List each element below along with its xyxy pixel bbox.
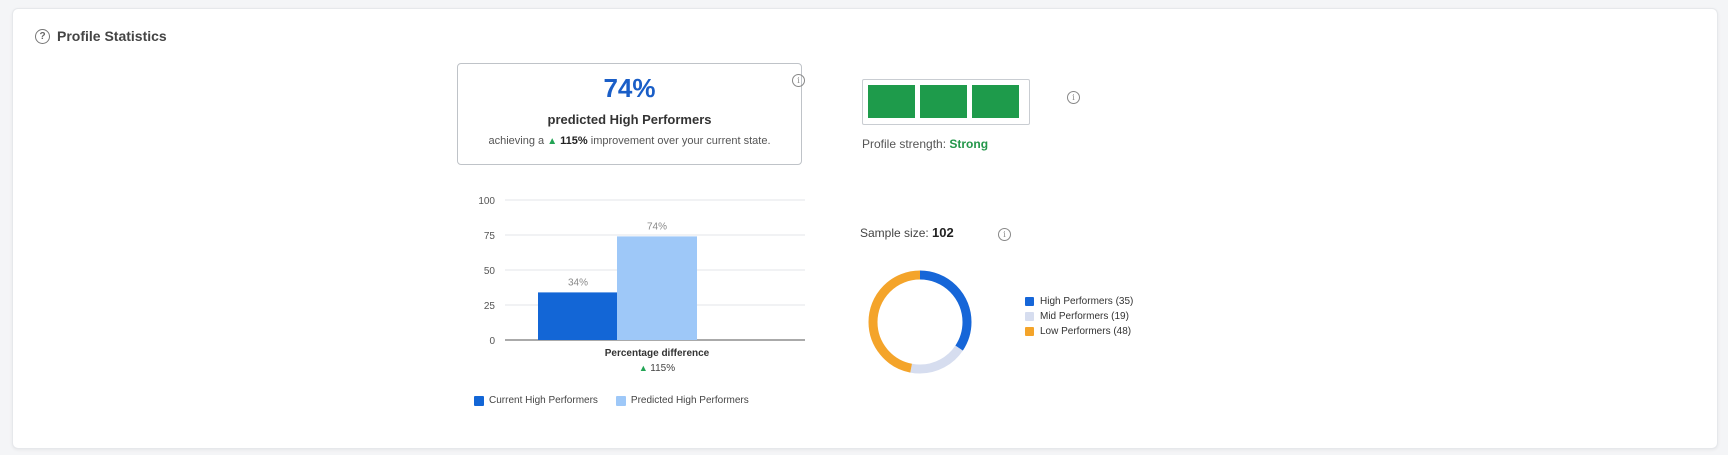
percentage-difference-label: Percentage difference	[605, 348, 710, 359]
improvement-suffix: improvement over your current state.	[590, 135, 771, 147]
donut-slice-low	[868, 270, 972, 374]
donut-label-high: High Performers (35)	[1040, 296, 1134, 307]
legend-swatch-current	[474, 395, 484, 406]
strength-segment-1	[868, 85, 915, 118]
predicted-label: predicted High Performers	[547, 112, 712, 127]
donut-swatch-mid	[1025, 312, 1034, 321]
sample-size: Sample size: 102	[860, 225, 954, 240]
y-tick-label-25: 25	[484, 301, 496, 312]
help-icon[interactable]: ?	[35, 28, 50, 44]
y-tick-label-100: 100	[478, 196, 495, 207]
bar-predicted	[617, 236, 697, 340]
strength-segment-2	[920, 85, 967, 118]
donut-legend-mid: Mid Performers (19)	[1025, 309, 1133, 324]
donut-swatch-high	[1025, 297, 1034, 306]
prediction-info-icon[interactable]: i	[792, 74, 805, 87]
legend-swatch-predicted	[615, 395, 626, 406]
predicted-percent: 74%	[603, 73, 656, 103]
card-title: Profile Statistics	[57, 28, 167, 44]
profile-strength-meter	[862, 79, 1030, 125]
donut-slice-mid	[868, 270, 972, 374]
up-arrow-icon: ▲	[639, 363, 650, 373]
donut-label-low: Low Performers (48)	[1040, 326, 1132, 337]
y-tick-label-75: 75	[484, 231, 496, 242]
strength-info-icon[interactable]: i	[1067, 91, 1080, 104]
legend-label-current: Current High Performers	[489, 395, 598, 406]
percentage-difference-value: ▲ 115%	[639, 363, 675, 374]
bar-current	[538, 292, 618, 340]
legend-item-current: Current High Performers	[474, 395, 598, 406]
improvement-prefix: achieving a	[488, 135, 545, 147]
profile-strength-text: Profile strength: Strong	[862, 137, 988, 151]
bar-data-label-current: 34%	[568, 277, 588, 288]
legend-item-predicted: Predicted High Performers	[615, 395, 749, 406]
donut-swatch-low	[1025, 327, 1034, 336]
card-header: ? Profile Statistics	[35, 28, 167, 44]
sample-info-icon[interactable]: i	[998, 228, 1011, 241]
prediction-summary-box: 74% predicted High Performers achieving …	[457, 63, 805, 165]
performers-donut-chart	[868, 270, 972, 374]
donut-label-mid: Mid Performers (19)	[1040, 311, 1129, 322]
bar-chart-legend: Current High Performers Predicted High P…	[474, 395, 749, 406]
y-tick-label-50: 50	[484, 266, 496, 277]
up-arrow-icon: ▲	[547, 136, 558, 147]
improvement-text: achieving a ▲ 115% improvement over your…	[458, 135, 801, 147]
legend-label-predicted: Predicted High Performers	[630, 395, 749, 406]
donut-legend: High Performers (35) Mid Performers (19)…	[1025, 294, 1133, 339]
strength-label: Profile strength:	[862, 137, 947, 151]
y-tick-label-0: 0	[489, 336, 495, 347]
performers-bar-chart: 0 25 50 75 100 34% 74% Percentage difference ▲ 1…	[478, 196, 805, 374]
donut-legend-high: High Performers (35)	[1025, 294, 1133, 309]
strength-segment-3	[972, 85, 1019, 118]
profile-statistics-card: ? Profile Statistics	[12, 8, 1718, 449]
donut-legend-low: Low Performers (48)	[1025, 324, 1133, 339]
sample-size-label: Sample size:	[860, 226, 929, 240]
percentage-difference-number: 115%	[650, 363, 675, 374]
bar-data-label-predicted: 74%	[647, 221, 667, 232]
sample-size-value: 102	[932, 225, 954, 240]
improvement-value: 115%	[560, 135, 588, 147]
strength-value: Strong	[949, 137, 989, 151]
